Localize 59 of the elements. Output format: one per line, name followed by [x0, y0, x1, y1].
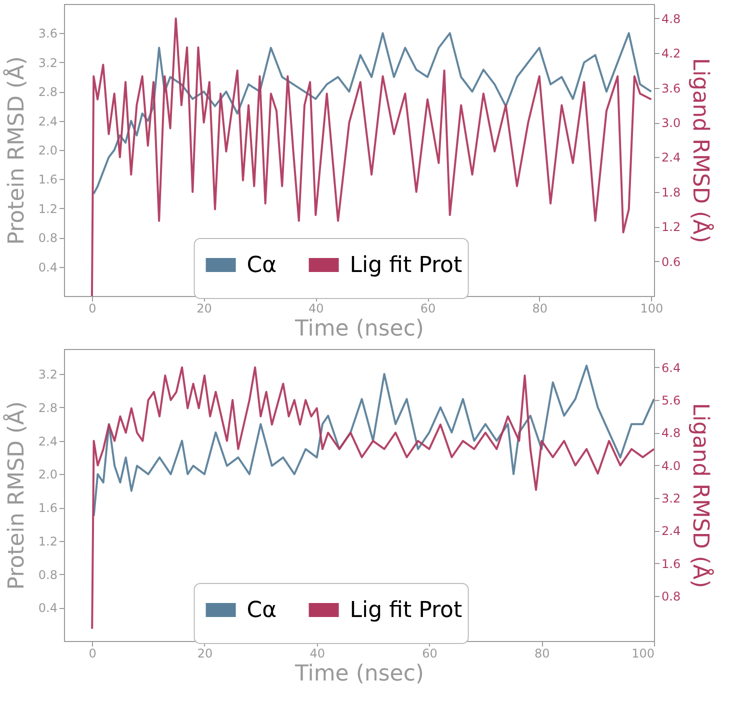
- x-tick-label: 60: [422, 646, 438, 660]
- x-tick-label: 80: [532, 302, 548, 316]
- y-axis-title: Protein RMSD (Å): [2, 56, 30, 245]
- y2-tick-label: 1.6: [662, 556, 681, 571]
- y-tick-label: 3.2: [38, 368, 58, 382]
- legend-label: Lig fit Prot: [350, 253, 463, 278]
- y2-tick-label: 1.2: [662, 220, 681, 234]
- y-tick-label: 1.6: [38, 172, 58, 187]
- y-tick-label: 2.0: [38, 144, 58, 158]
- line-series: [92, 32, 652, 195]
- y2-tick-label: 0.8: [662, 590, 681, 604]
- x-axis-title: Time (nsec): [294, 316, 424, 342]
- legend-label: Cα: [246, 598, 277, 623]
- x-tick-label: 20: [196, 302, 212, 316]
- y2-tick-label: 4.0: [662, 458, 681, 473]
- x-tick-label: 40: [308, 302, 324, 316]
- y-tick-label: 1.2: [38, 202, 58, 216]
- line-series: [92, 364, 654, 517]
- y2-tick-label: 3.6: [662, 81, 681, 96]
- y2-axis-title: Ligand RMSD (Å): [688, 58, 715, 244]
- y2-tick-label: 5.6: [662, 394, 681, 408]
- y2-tick-label: 2.4: [662, 150, 681, 165]
- y2-tick-label: 4.8: [662, 426, 681, 440]
- y-tick-label: 3.2: [38, 56, 58, 70]
- legend-label: Lig fit Prot: [350, 598, 463, 623]
- x-tick-label: 100: [640, 302, 664, 316]
- x-tick-label: 60: [420, 302, 436, 316]
- y2-tick-label: 6.4: [662, 360, 681, 375]
- line-series: [91, 366, 654, 630]
- legend-label: Cα: [246, 253, 277, 278]
- y-tick-label: 0.8: [38, 568, 58, 582]
- y-tick-label: 2.0: [38, 468, 58, 482]
- y-axis-title: Protein RMSD (Å): [2, 401, 30, 590]
- x-tick-label: 20: [197, 646, 213, 660]
- y-tick-label: 2.8: [38, 400, 58, 415]
- y-tick-label: 0.4: [38, 260, 58, 274]
- x-tick-label: 0: [88, 302, 96, 316]
- y-tick-label: 1.2: [38, 534, 58, 548]
- y-tick-label: 2.4: [38, 434, 58, 448]
- y2-tick-label: 3.0: [662, 116, 681, 130]
- y2-tick-label: 0.6: [662, 254, 681, 269]
- y2-axis-title: Ligand RMSD (Å): [688, 402, 715, 588]
- y2-tick-label: 1.8: [662, 185, 681, 200]
- line-series: [90, 17, 652, 296]
- y-tick-label: 2.4: [38, 114, 58, 128]
- y2-tick-label: 4.8: [662, 12, 681, 26]
- y-tick-label: 3.6: [38, 26, 58, 41]
- y-tick-label: 0.8: [38, 231, 58, 246]
- x-tick-label: 100: [632, 646, 654, 660]
- y2-tick-label: 3.2: [662, 492, 681, 506]
- x-axis-title: Time (nsec): [294, 662, 424, 686]
- x-tick-label: 80: [534, 646, 550, 660]
- y-tick-label: 0.4: [38, 601, 58, 616]
- y2-tick-label: 4.2: [662, 46, 681, 61]
- y-tick-label: 2.8: [38, 85, 58, 100]
- x-tick-label: 40: [310, 646, 325, 660]
- y-tick-label: 1.6: [38, 501, 58, 516]
- x-tick-label: 0: [88, 646, 96, 660]
- y2-tick-label: 2.4: [662, 524, 681, 538]
